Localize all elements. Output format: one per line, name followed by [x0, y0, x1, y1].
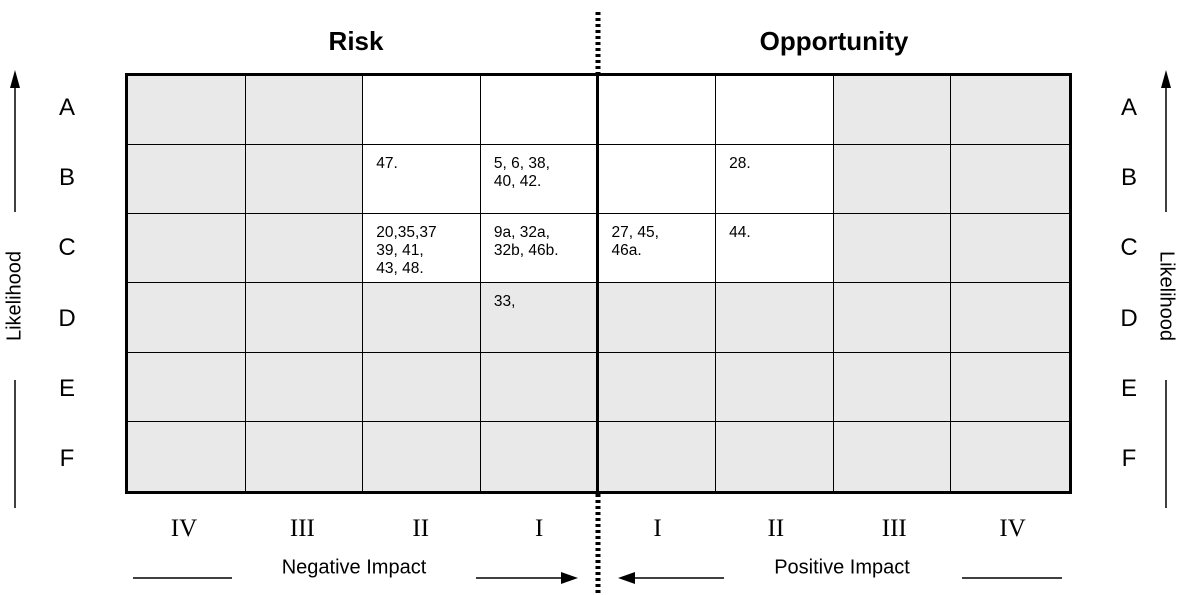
matrix-cell-b-4: 5, 6, 38, 40, 42.: [480, 145, 599, 215]
column-label-8: IV: [999, 515, 1026, 542]
column-label-5: I: [653, 515, 662, 542]
matrix-cell-f-1: [128, 421, 246, 491]
column-label-1: IV: [170, 515, 198, 542]
row-label-right-d: D: [1120, 304, 1138, 332]
row-label-right-a: A: [1120, 94, 1137, 122]
matrix-cell-e-7: [833, 352, 952, 422]
column-label-4: I: [534, 515, 544, 542]
likelihood-right-arrowhead: [1161, 70, 1171, 88]
matrix-cell-a-3: [363, 76, 481, 146]
matrix-cell-d-7: [833, 283, 952, 353]
positive-impact-label: Positive Impact: [774, 556, 910, 579]
matrix-cell-f-8: [951, 421, 1069, 491]
row-label-left-d: D: [58, 304, 76, 332]
likelihood-left-arrowhead: [10, 70, 20, 88]
opportunity-heading: Opportunity: [759, 26, 909, 56]
matrix-cell-a-7: [833, 76, 952, 146]
matrix-cell-e-6: [716, 352, 834, 422]
column-label-2: III: [289, 515, 315, 542]
matrix-cell-d-1: [128, 283, 246, 353]
row-label-right-b: B: [1120, 164, 1137, 192]
matrix-cell-b-1: [128, 145, 246, 215]
row-label-left-a: A: [58, 94, 75, 122]
matrix-cell-a-5: [598, 76, 717, 146]
matrix-cell-f-4: [480, 421, 599, 491]
row-label-right-c: C: [1120, 234, 1138, 262]
row-label-left-e: E: [58, 374, 75, 402]
column-label-7: III: [881, 515, 907, 542]
matrix-cell-f-5: [598, 421, 717, 491]
negative-impact-arrowhead: [561, 572, 578, 584]
matrix-cell-d-6: [716, 283, 834, 353]
matrix-cell-e-1: [128, 352, 246, 422]
matrix-cell-e-2: [245, 352, 364, 422]
matrix-cell-c-6: 44.: [716, 214, 834, 284]
matrix-cell-b-3: 47.: [363, 145, 481, 215]
row-label-left-b: B: [58, 164, 75, 192]
positive-impact-arrowhead: [618, 572, 635, 584]
matrix-cell-f-7: [833, 421, 952, 491]
matrix-cell-b-6: 28.: [716, 145, 834, 215]
matrix-cell-a-2: [245, 76, 364, 146]
row-label-right-e: E: [1120, 374, 1137, 402]
matrix-cell-b-7: [833, 145, 952, 215]
row-label-left-c: C: [58, 234, 76, 262]
column-label-3: II: [412, 515, 430, 542]
risk-heading: Risk: [328, 26, 384, 56]
likelihood-label-left: Likelihood: [3, 250, 26, 342]
likelihood-label-right: Likelihood: [1155, 250, 1178, 342]
matrix-cell-f-3: [363, 421, 481, 491]
matrix-cell-c-1: [128, 214, 246, 284]
matrix-cell-d-2: [245, 283, 364, 353]
matrix-cell-d-4: 33,: [480, 283, 599, 353]
risk-opportunity-matrix: 47. 5, 6, 38, 40, 42. 28. 20,35,37 39, 41, …: [125, 73, 1072, 494]
matrix-cell-c-2: [245, 214, 364, 284]
matrix-cell-c-8: [951, 214, 1069, 284]
row-label-left-f: F: [59, 444, 75, 472]
matrix-cell-c-5: 27, 45, 46a.: [598, 214, 717, 284]
matrix-cell-a-1: [128, 76, 246, 146]
row-label-right-f: F: [1121, 444, 1137, 472]
matrix-cell-e-3: [363, 352, 481, 422]
matrix-cell-f-2: [245, 421, 364, 491]
matrix-cell-f-6: [716, 421, 834, 491]
matrix-cell-a-4: [480, 76, 599, 146]
negative-impact-label: Negative Impact: [281, 556, 427, 579]
column-label-6: II: [767, 515, 785, 542]
matrix-cell-b-2: [245, 145, 364, 215]
matrix-cell-c-7: [833, 214, 952, 284]
matrix-cell-a-6: [716, 76, 834, 146]
matrix-cell-c-3: 20,35,37 39, 41, 43, 48.: [363, 214, 481, 284]
matrix-cell-e-5: [598, 352, 717, 422]
matrix-cell-a-8: [951, 76, 1069, 146]
matrix-cell-b-8: [951, 145, 1069, 215]
matrix-cell-c-4: 9a, 32a, 32b, 46b.: [480, 214, 599, 284]
matrix-cell-b-5: [598, 145, 717, 215]
matrix-cell-e-8: [951, 352, 1069, 422]
matrix-cell-d-8: [951, 283, 1069, 353]
matrix-cell-d-3: [363, 283, 481, 353]
matrix-cell-e-4: [480, 352, 599, 422]
matrix-cell-d-5: [598, 283, 717, 353]
